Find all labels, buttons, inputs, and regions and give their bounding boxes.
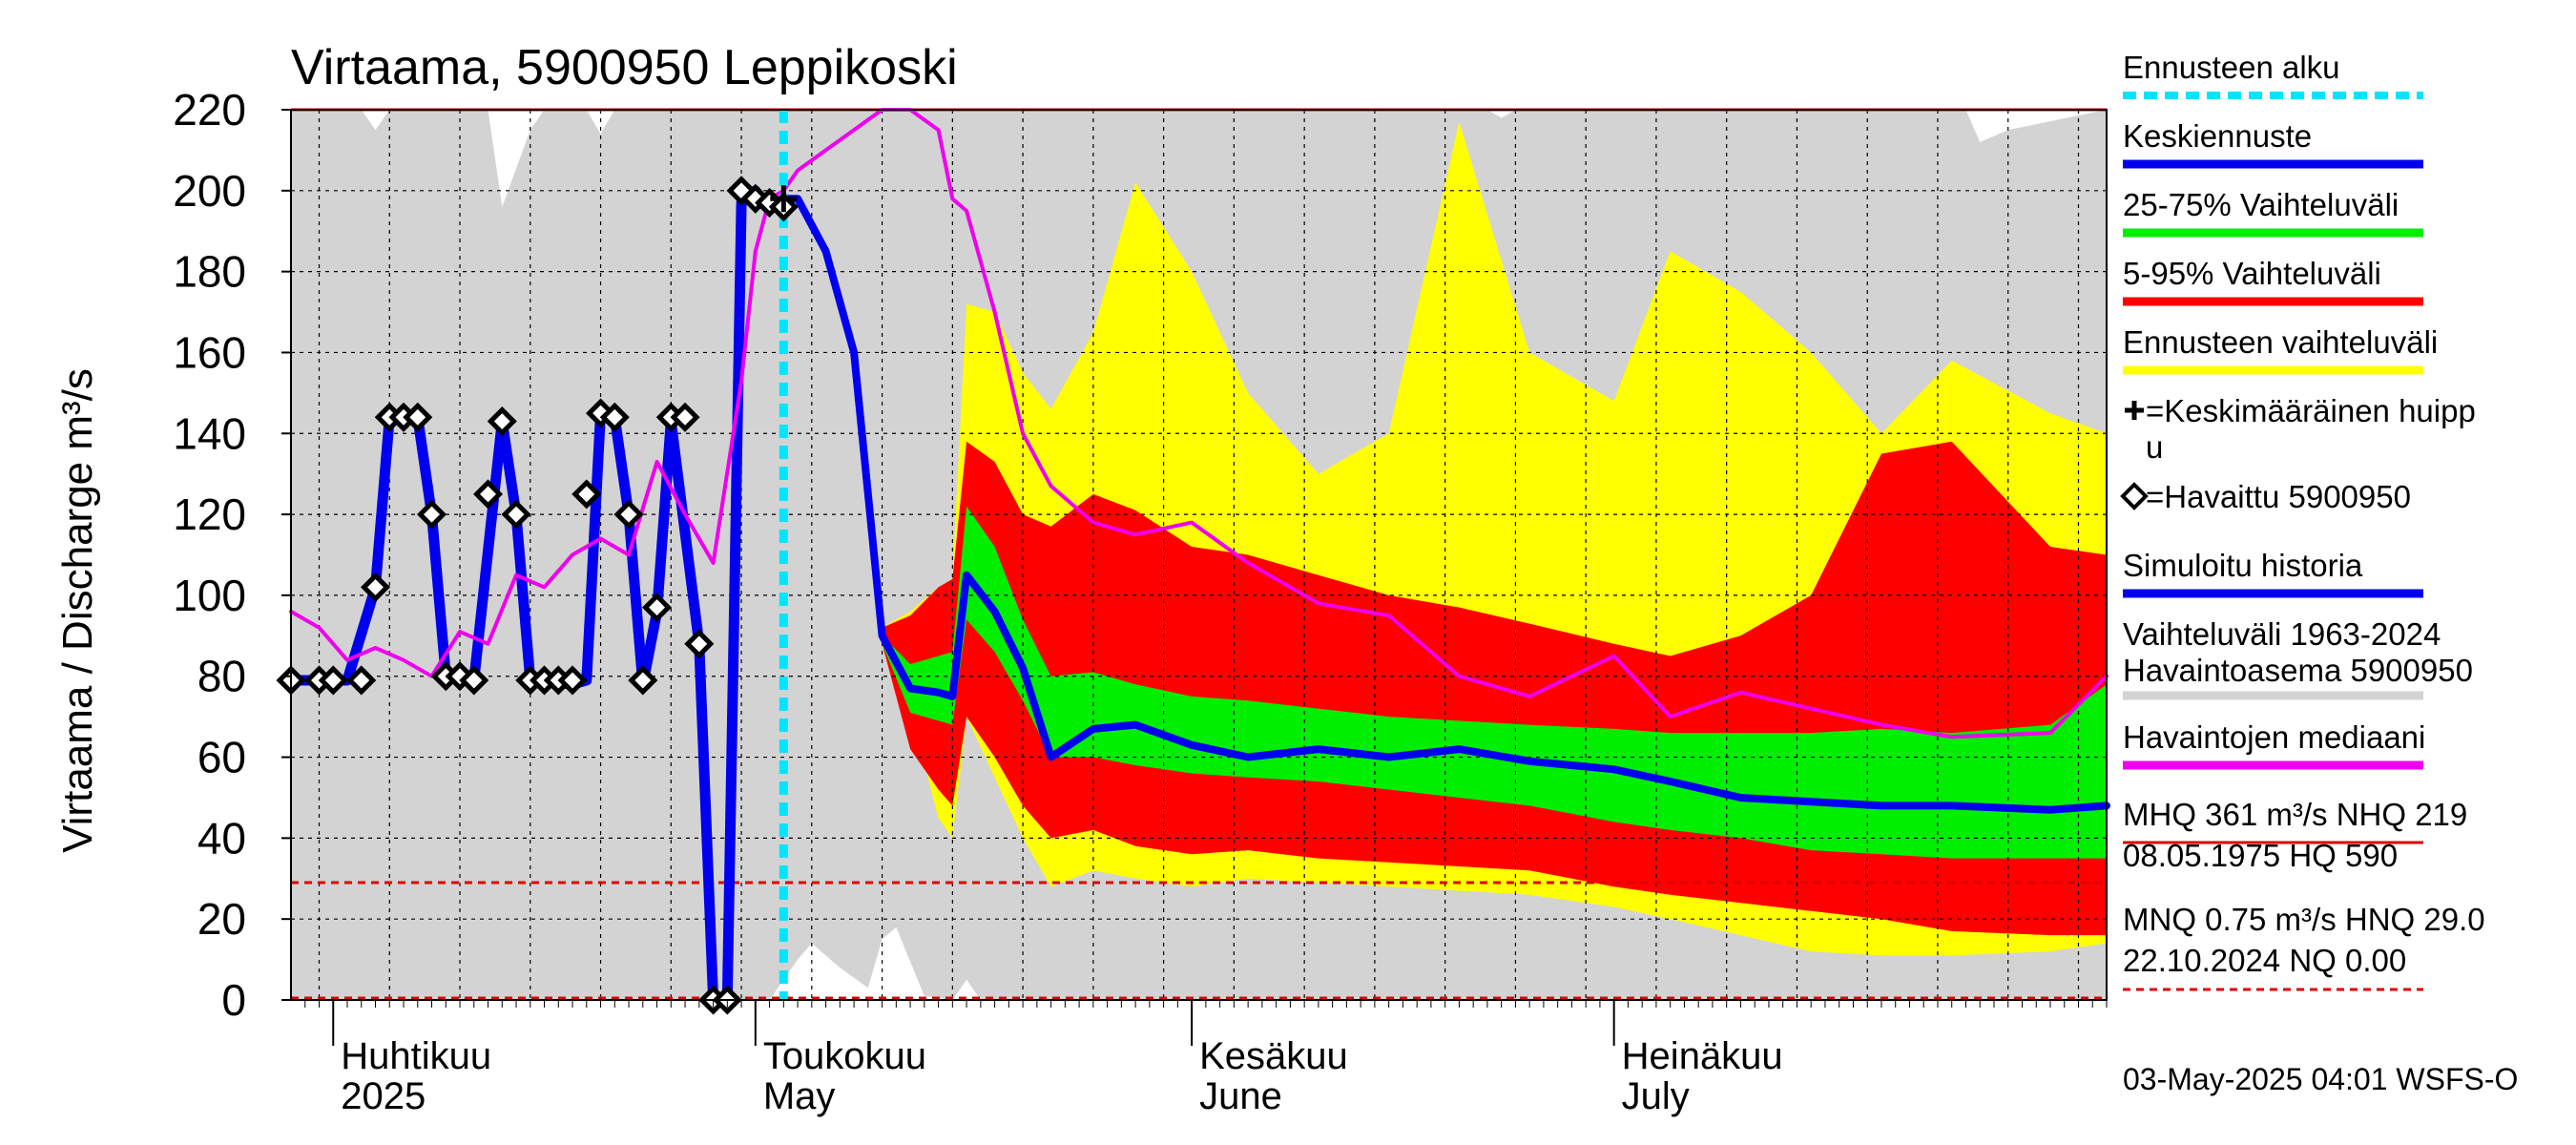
- legend-plus-icon: [2125, 401, 2144, 420]
- axes: 0 20 40 60 80 100 120 140 160 180 200 220 Huhtikuu20…: [173, 85, 2108, 1117]
- y-tick-label: 60: [197, 733, 246, 782]
- x-month-label: Huhtikuu: [341, 1035, 491, 1077]
- legend-diamond-icon: [2120, 482, 2149, 510]
- y-tick-label: 20: [197, 894, 246, 944]
- y-tick-label: 80: [197, 652, 246, 701]
- observed-point: [472, 479, 504, 510]
- y-tick-label: 160: [173, 327, 246, 377]
- footer-timestamp: 03-May-2025 04:01 WSFS-O: [2123, 1062, 2518, 1096]
- y-tick-label: 0: [221, 975, 246, 1025]
- x-month-label: Heinäkuu: [1622, 1035, 1783, 1077]
- x-month-label: Kesäkuu: [1199, 1035, 1348, 1077]
- observed-point: [628, 665, 658, 696]
- stats-line-3: MNQ 0.75 m³/s HNQ 29.0: [2123, 902, 2485, 937]
- y-tick-label: 100: [173, 571, 246, 620]
- y-axis-title: Virtaama / Discharge m³/s: [54, 368, 101, 853]
- observed-point: [684, 629, 715, 659]
- observed-point: [459, 665, 489, 696]
- y-tick-label: 180: [173, 247, 246, 297]
- observed-point: [416, 499, 447, 530]
- legend-label: Vaihteluväli 1963-2024: [2123, 616, 2441, 652]
- legend-label: =Havaittu 5900950: [2146, 479, 2411, 514]
- stats-line-2: 08.05.1975 HQ 590: [2123, 838, 2398, 873]
- y-tick-label: 200: [173, 166, 246, 216]
- plot-frame: [290, 109, 2108, 1001]
- x-month-sublabel: May: [763, 1075, 836, 1117]
- legend-label-line2: u: [2146, 429, 2163, 465]
- legend-label: Havaintojen mediaani: [2123, 719, 2425, 755]
- observed-point: [670, 402, 700, 432]
- legend-label: Keskiennuste: [2123, 118, 2312, 154]
- legend-label: Ennusteen alku: [2123, 50, 2340, 85]
- stats-line-1: MHQ 361 m³/s NHQ 219: [2123, 797, 2467, 832]
- legend-label: =Keskimääräinen huipp: [2146, 393, 2476, 428]
- x-month-sublabel: June: [1199, 1075, 1282, 1117]
- observed-point: [571, 479, 602, 510]
- observed-point: [403, 402, 433, 432]
- statistics-box: MHQ 361 m³/s NHQ 219 08.05.1975 HQ 590 M…: [2123, 797, 2485, 991]
- x-month-sublabel: 2025: [341, 1075, 426, 1117]
- observed-point: [346, 665, 377, 696]
- mean-forecast-line: [779, 195, 2110, 814]
- legend-label-line2: Havaintoasema 5900950: [2123, 653, 2473, 688]
- band-25-75: [783, 190, 2107, 859]
- y-tick-label: 40: [197, 813, 246, 863]
- observed-point: [557, 665, 588, 696]
- plot-area: [276, 108, 2110, 1015]
- observed-point: [599, 402, 630, 432]
- x-month-label: Toukokuu: [763, 1035, 926, 1077]
- y-tick-label: 220: [173, 85, 246, 135]
- x-month-sublabel: July: [1622, 1075, 1690, 1117]
- history-range-bottom-gap: [698, 926, 981, 1000]
- legend-label: Simuloitu historia: [2123, 548, 2363, 583]
- y-tick-label: 140: [173, 408, 246, 458]
- legend: Ennusteen alku Keskiennuste 25-75% Vaihtel…: [2120, 50, 2476, 770]
- legend-label: Ennusteen vaihteluväli: [2123, 324, 2438, 360]
- mean-peak-marker: [770, 185, 798, 213]
- observed-point: [487, 406, 517, 437]
- observed-point: [318, 665, 348, 696]
- y-tick-label: 120: [173, 489, 246, 539]
- legend-label: 25-75% Vaihteluväli: [2123, 187, 2399, 222]
- observed-point: [501, 499, 531, 530]
- legend-label: 5-95% Vaihteluväli: [2123, 256, 2381, 291]
- observed-point: [613, 499, 644, 530]
- observed-point: [360, 572, 391, 602]
- stats-line-4: 22.10.2024 NQ 0.00: [2123, 943, 2406, 978]
- chart-title: Virtaama, 5900950 Leppikoski: [291, 40, 958, 95]
- observed-point: [642, 593, 673, 623]
